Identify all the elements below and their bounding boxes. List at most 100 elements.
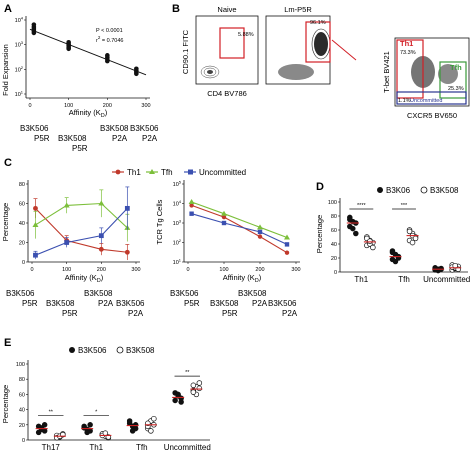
panel-c-right-marker-2-1 [221, 220, 227, 226]
panel-a-xlabel: Affinity (KD) [69, 108, 108, 119]
panel-e-point-0-2-4 [129, 428, 136, 434]
panel-c-left-line-1 [35, 202, 128, 229]
panel-b-naive-contour-mid [203, 67, 217, 77]
panel-c-left-xtick-label-0: 0 [30, 267, 33, 273]
panel-c-left-line-0 [35, 207, 128, 253]
panel-d-point-0-0-4 [350, 225, 356, 232]
panel-c-right-xtick-label-2: 200 [255, 267, 264, 273]
panel-a-ytick-label-1-base: 10 [15, 67, 21, 73]
panel-c-right-ytick-label-4: 105 [173, 180, 182, 189]
panel-b-naive-contour-outer [200, 65, 220, 79]
panel-d-ytick-label-1: 20 [331, 256, 337, 262]
panel-d-legend-filled-marker [377, 187, 383, 193]
panel-b-lm-dots [278, 28, 331, 80]
panel-d-significance: **** *** [349, 203, 416, 210]
panel-c-right-series [188, 198, 290, 255]
panel-b-naive-pct: 5.88% [238, 32, 254, 38]
panel-c-right-cat-b3k506-p2a-sub: P2A [282, 309, 298, 318]
panel-b-right-tfh-cluster [438, 64, 458, 84]
panel-a-xtick-label-3: 300 [141, 103, 150, 109]
panel-a-xtick-label-1: 100 [64, 103, 73, 109]
panel-b-label: B [172, 3, 180, 15]
panel-e-point-0-2-3 [126, 418, 133, 424]
panel-e-sig-label-1: * [95, 410, 98, 416]
panel-b-th1-gate [396, 39, 424, 99]
panel-d: D B3K06 B3K508 Percentage 0 20 40 60 80 100 *… [315, 181, 470, 284]
panel-b-arrow [331, 39, 357, 61]
panel-a-xlabel-sub: D [101, 113, 105, 119]
panel-c-right-line-0 [191, 204, 288, 254]
panel-c-left-xtick-label-2: 200 [97, 267, 106, 273]
panel-c-left-cat-b3k506-p5r-sub: P5R [22, 299, 38, 308]
panel-c-left-ytick-label-2: 40 [19, 221, 25, 227]
panel-c-right-ytick-label-0-exp: 1 [179, 258, 182, 263]
panel-c-right-xlabel-prefix: Affinity (K [223, 273, 255, 282]
panel-e-sig-label-0: ** [49, 410, 54, 416]
panel-b-lm-gate [305, 21, 331, 63]
panel-a-cat-b3k506-p2a-sub: P2A [142, 134, 158, 143]
panel-e-point-0-1-5 [87, 422, 93, 428]
panel-c-left-cat-b3k508-p5r: B3K508 [46, 299, 75, 308]
panel-d-sig-label-0: **** [357, 203, 366, 209]
panel-d-cat-0: Th1 [354, 275, 368, 284]
panel-d-ytick-label-0: 0 [334, 270, 337, 276]
panel-c-left-ytick-label-1: 20 [19, 241, 25, 247]
panel-a-ytick-label-2-exp: 3 [21, 40, 24, 45]
panel-a-r2: r2 = 0.7046 [96, 35, 123, 44]
panel-e-point-0-3-3 [172, 397, 178, 404]
panel-b-right-xlabel: CXCR5 BV650 [407, 111, 457, 120]
panel-a-ytick-label-0: 101 [15, 90, 24, 99]
panel-c-right-marker-1-3 [284, 234, 290, 240]
panel-a-r2-prefix: r [96, 38, 98, 44]
panel-a-ytick-label-1: 102 [15, 65, 24, 74]
panel-d-sig-label-1: *** [401, 203, 408, 209]
panel-b-naive-xlabel: CD4 BV786 [207, 89, 247, 98]
panel-b-lm-contour-core [314, 32, 328, 56]
panel-a-cat-b3k508-p5r: B3K508 [58, 134, 87, 143]
panel-c-right-ytick-label-1-base: 10 [173, 241, 179, 247]
panel-c-left-marker-1-2 [98, 200, 105, 206]
panel-c-right-marker-1-1 [221, 210, 227, 216]
panel-e-categories: Th17 Th1 Tfh Uncommitted [42, 443, 211, 452]
panel-a-cat-b3k506-p5r-sub: P5R [34, 134, 50, 143]
panel-d-point-1-1-7 [409, 239, 416, 246]
panel-c-right-marker-1-2 [257, 224, 263, 230]
panel-c-left-xlabel-suffix: ) [101, 273, 104, 282]
panel-b-naive-contour-core [207, 70, 213, 74]
panel-d-points [346, 214, 462, 274]
panel-d-point-0-0-6 [347, 216, 353, 223]
panel-e-legend-open-marker [116, 346, 124, 354]
panel-d-y-ticks: 0 20 40 60 80 100 [328, 200, 340, 276]
panel-e-cat-3: Uncommitted [164, 443, 211, 452]
panel-b-unc-pct: 1.1% [398, 98, 411, 104]
panel-c-left-ytick-label-4: 80 [19, 182, 25, 188]
panel-d-point-1-1-6 [406, 228, 413, 235]
panel-e-point-0-2-5 [132, 422, 139, 428]
panel-a-xlabel-suffix: ) [105, 108, 108, 117]
panel-e-ytick-label-3: 60 [19, 392, 25, 398]
panel-d-legend-b3k06: B3K06 [386, 186, 411, 195]
panel-b-right-dots [411, 56, 458, 88]
panel-c-left-xtick-label-3: 300 [131, 267, 140, 273]
panel-c-right-ytick-label-3: 104 [173, 199, 182, 208]
panel-c-left-series [32, 186, 131, 261]
panel-e-ytick-label-0: 0 [22, 438, 25, 444]
panel-e-significance: ** *** [38, 370, 200, 417]
panel-a-xlabel-prefix: Affinity (K [69, 108, 101, 117]
panel-e-ytick-label-4: 80 [19, 377, 25, 383]
panel-b-naive-ylabel: CD90.1 FITC [181, 29, 190, 74]
panel-e-points [35, 380, 203, 441]
panel-b-lm-pct: 96.1% [310, 20, 326, 26]
panel-a-ytick-label-3-exp: 4 [21, 16, 24, 21]
panel-e-ytick-label-1: 20 [19, 423, 25, 429]
panel-c-left-y-ticks: 0 20 40 60 80 [19, 182, 28, 266]
panel-a-ytick-label-3: 104 [15, 16, 24, 25]
panel-c-left-marker-2-1 [64, 240, 70, 245]
panel-c-left-marker-0-2 [98, 246, 104, 252]
panel-b-unc-label: Uncommitted [410, 98, 442, 104]
panel-c-legend-tfh-marker [149, 169, 155, 174]
panel-c-right-line-2 [191, 213, 288, 245]
panel-d-point-0-2-6 [432, 265, 438, 272]
